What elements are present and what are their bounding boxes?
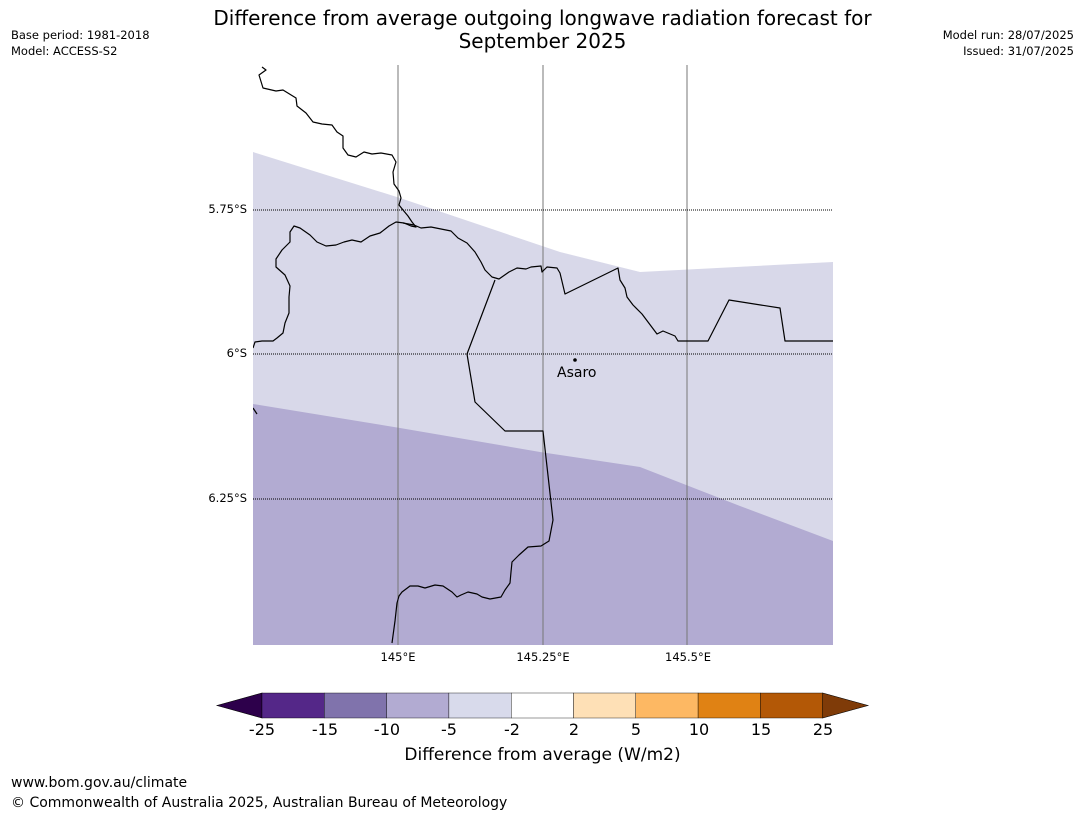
colorbar-segment: [261, 692, 325, 719]
colorbar-extend-low: [215, 692, 263, 719]
colorbar-tick: -5: [441, 720, 457, 739]
colorbar-tick: 10: [688, 720, 710, 739]
colorbar-tick: -2: [504, 720, 520, 739]
lon-label-145-25e: 145.25°E: [516, 650, 570, 664]
colorbar-extend-high: [822, 692, 870, 719]
colorbar-tick: 15: [750, 720, 772, 739]
colorbar-segment: [511, 692, 574, 719]
map-title: Difference from average outgoing longwav…: [0, 7, 1085, 53]
border-central: [402, 222, 833, 342]
colorbar-title: Difference from average (W/m2): [404, 745, 681, 765]
colorbar-tick: -10: [373, 720, 401, 739]
colorbar-tick: 2: [568, 720, 580, 739]
colorbar-segment: [448, 692, 512, 719]
colorbar-tick: -15: [311, 720, 339, 739]
colorbar-segment: [760, 692, 823, 719]
lat-label-5-75s: 5.75°S: [208, 202, 247, 216]
issued-date: Issued: 31/07/2025: [963, 44, 1074, 58]
border-north: [253, 66, 417, 349]
town-marker-asaro: [573, 358, 577, 362]
model-run: Model run: 28/07/2025: [942, 28, 1074, 42]
place-label-asaro: Asaro: [557, 365, 597, 381]
province-borders: [253, 66, 833, 644]
lat-label-6s: 6°S: [226, 346, 247, 360]
colorbar-segment: [386, 692, 450, 719]
model-name: Model: ACCESS-S2: [11, 44, 118, 58]
lon-label-145-5e: 145.5°E: [665, 650, 711, 664]
meta-right: Model run: 28/07/2025 Issued: 31/07/2025: [943, 27, 1074, 59]
colorbar-tick: 5: [630, 720, 642, 739]
border-west-stub: [253, 407, 258, 415]
lat-label-6-25s: 6.25°S: [208, 491, 247, 505]
colorbar-tick: 25: [812, 720, 834, 739]
lon-label-145e: 145°E: [380, 650, 416, 664]
colorbar-segment: [573, 692, 636, 719]
footer-copyright: © Commonwealth of Australia 2025, Austra…: [11, 795, 508, 811]
colorbar-segment: [324, 692, 387, 719]
colorbar: [215, 692, 870, 719]
map-title-line2: September 2025: [458, 29, 627, 53]
border-southern-highlands: [391, 279, 554, 644]
meta-left: Base period: 1981-2018 Model: ACCESS-S2: [11, 27, 150, 59]
colorbar-segment: [635, 692, 699, 719]
colorbar-tick: -25: [248, 720, 276, 739]
base-period: Base period: 1981-2018: [11, 28, 150, 42]
map-area: [253, 65, 833, 645]
colorbar-segment: [697, 692, 761, 719]
footer-url[interactable]: www.bom.gov.au/climate: [11, 775, 188, 791]
map-title-line1: Difference from average outgoing longwav…: [213, 6, 872, 30]
